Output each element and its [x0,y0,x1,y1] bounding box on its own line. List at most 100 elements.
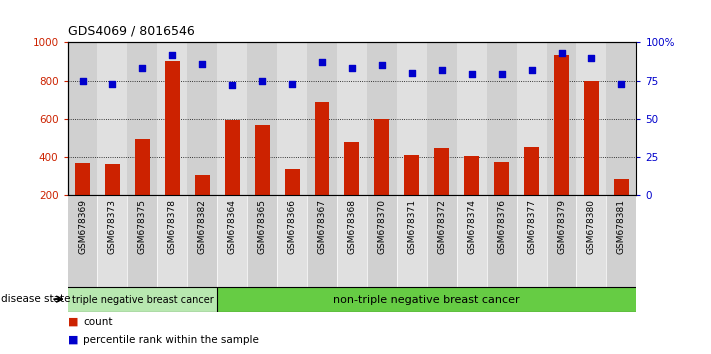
Bar [367,195,397,287]
Bar [614,178,629,195]
Point [466,72,477,77]
Bar [344,142,360,195]
Point [556,50,567,56]
Text: GSM678364: GSM678364 [228,199,237,254]
Bar [554,55,569,195]
Point [616,81,627,86]
Bar [547,195,577,287]
Point [316,59,328,65]
Text: GSM678366: GSM678366 [287,199,296,254]
Point [586,55,597,61]
Bar [337,42,367,195]
Bar [127,195,157,287]
Text: triple negative breast cancer: triple negative breast cancer [72,295,213,306]
Bar [486,195,517,287]
Bar [494,162,509,195]
Text: GSM678377: GSM678377 [527,199,536,254]
Text: GSM678369: GSM678369 [78,199,87,254]
Text: GSM678380: GSM678380 [587,199,596,254]
Text: GSM678381: GSM678381 [617,199,626,254]
Point [287,81,298,86]
Text: GSM678382: GSM678382 [198,199,207,254]
Bar [427,42,456,195]
Text: GSM678370: GSM678370 [378,199,386,254]
Bar [367,42,397,195]
Bar [127,42,157,195]
Bar [456,195,486,287]
Bar [97,195,127,287]
Bar [157,42,187,195]
Text: GSM678372: GSM678372 [437,199,447,254]
Text: non-triple negative breast cancer: non-triple negative breast cancer [333,295,520,306]
Bar [68,287,218,312]
Bar [277,195,307,287]
Bar [247,42,277,195]
Bar [486,42,517,195]
Bar [255,125,269,195]
Point [406,70,417,76]
Bar [307,42,337,195]
Point [526,67,538,73]
Text: count: count [83,317,112,327]
Bar [187,42,218,195]
Bar [517,195,547,287]
Bar [225,120,240,195]
Bar [606,42,636,195]
Bar [434,148,449,195]
Bar [97,42,127,195]
Bar [524,147,539,195]
Bar [187,195,218,287]
Text: GSM678374: GSM678374 [467,199,476,254]
Bar [464,156,479,195]
Text: GSM678368: GSM678368 [348,199,356,254]
Bar [456,42,486,195]
Text: GSM678375: GSM678375 [138,199,147,254]
Text: GSM678371: GSM678371 [407,199,417,254]
Bar [68,195,97,287]
Text: GSM678367: GSM678367 [318,199,326,254]
Point [376,62,387,68]
Text: disease state: disease state [1,294,71,304]
Text: ■: ■ [68,335,78,345]
Bar [606,195,636,287]
Text: ■: ■ [68,317,78,327]
Bar [218,195,247,287]
Bar [314,102,329,195]
Point [107,81,118,86]
Bar [584,81,599,195]
Bar [247,195,277,287]
Bar [135,138,150,195]
Text: GSM678373: GSM678373 [108,199,117,254]
Bar [577,42,606,195]
Bar [165,61,180,195]
Bar [307,195,337,287]
Bar [397,42,427,195]
Point [227,82,238,88]
Point [257,78,268,84]
Bar [68,42,97,195]
Bar [75,163,90,195]
Point [346,65,358,71]
Point [436,67,447,73]
Bar [405,155,419,195]
Point [137,65,148,71]
Bar [577,195,606,287]
Bar [427,195,456,287]
Bar [397,195,427,287]
Point [77,78,88,84]
Text: percentile rank within the sample: percentile rank within the sample [83,335,259,345]
Bar [375,119,390,195]
Bar [277,42,307,195]
Point [496,72,508,77]
Bar [218,42,247,195]
Text: GSM678365: GSM678365 [257,199,267,254]
Text: GDS4069 / 8016546: GDS4069 / 8016546 [68,25,194,38]
Point [196,61,208,67]
Text: GSM678379: GSM678379 [557,199,566,254]
Bar [284,169,299,195]
Bar [105,164,120,195]
Bar [157,195,187,287]
Bar [195,175,210,195]
Bar [337,195,367,287]
Bar [218,287,636,312]
